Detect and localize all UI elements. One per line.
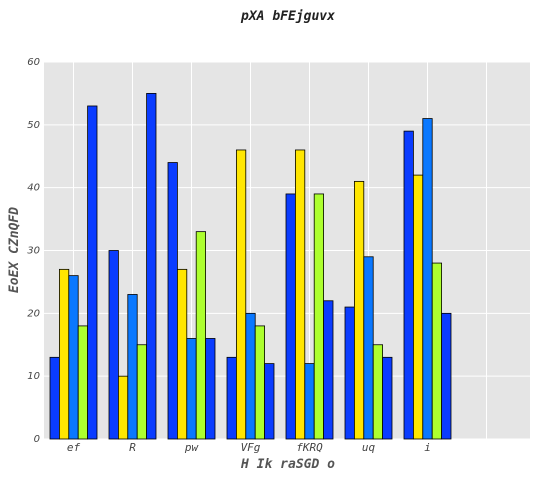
bar-R-s2: [118, 376, 127, 439]
x-tick-label: i: [424, 441, 431, 454]
bar-pw-s4: [196, 232, 205, 439]
y-tick-label: 20: [27, 308, 40, 319]
bar-R-s5: [147, 93, 156, 439]
bar-ef-s4: [78, 326, 87, 439]
bar-uq-s5: [383, 357, 392, 439]
x-tick-label: VFg: [241, 441, 261, 454]
bar-R-s1: [109, 251, 118, 440]
y-tick-label: 30: [27, 246, 40, 257]
chart-title: pXA bFEjguvx: [240, 9, 335, 24]
bar-pw-s5: [206, 338, 215, 439]
x-tick-label: ef: [67, 441, 81, 454]
y-axis-ticks: 0 10 20 30 40 50 60: [27, 57, 40, 445]
bar-fKRQ-s3: [305, 364, 314, 439]
bar-VFg-s5: [265, 364, 274, 439]
bar-ef-s5: [88, 106, 97, 439]
y-tick-label: 10: [27, 371, 40, 382]
bar-ef-s3: [69, 276, 78, 439]
y-tick-label: 0: [34, 434, 40, 445]
bar-pw-s1: [168, 163, 177, 439]
bar-VFg-s2: [236, 150, 245, 439]
bar-R-s4: [137, 345, 146, 439]
x-axis-label: H Ik raSGD o: [240, 457, 335, 472]
bar-pw-s3: [187, 338, 196, 439]
bar-VFg-s1: [227, 357, 236, 439]
bar-pw-s2: [177, 269, 186, 439]
bar-i-s3: [423, 119, 432, 439]
y-tick-label: 40: [27, 183, 40, 194]
bar-i-s5: [442, 313, 451, 439]
bar-fKRQ-s5: [324, 301, 333, 439]
bar-VFg-s4: [255, 326, 264, 439]
x-tick-label: R: [129, 441, 136, 454]
bar-uq-s2: [354, 181, 363, 439]
bar-uq-s4: [373, 345, 382, 439]
bar-uq-s1: [345, 307, 354, 439]
bar-uq-s3: [364, 257, 373, 439]
bar-fKRQ-s4: [314, 194, 323, 439]
bar-VFg-s3: [246, 313, 255, 439]
bar-i-s1: [404, 131, 413, 439]
y-tick-label: 50: [27, 120, 40, 131]
bar-i-s4: [432, 263, 441, 439]
bar-R-s3: [128, 294, 137, 439]
bar-i-s2: [413, 175, 422, 439]
y-axis-label: EoEX CZnQFD: [7, 207, 22, 293]
x-tick-label: fKRQ: [296, 441, 323, 454]
y-tick-label: 60: [27, 57, 40, 68]
x-tick-label: uq: [362, 441, 376, 454]
bar-fKRQ-s1: [286, 194, 295, 439]
bar-fKRQ-s2: [295, 150, 304, 439]
bar-ef-s2: [59, 269, 68, 439]
x-tick-label: pw: [184, 441, 200, 454]
bar-ef-s1: [50, 357, 59, 439]
